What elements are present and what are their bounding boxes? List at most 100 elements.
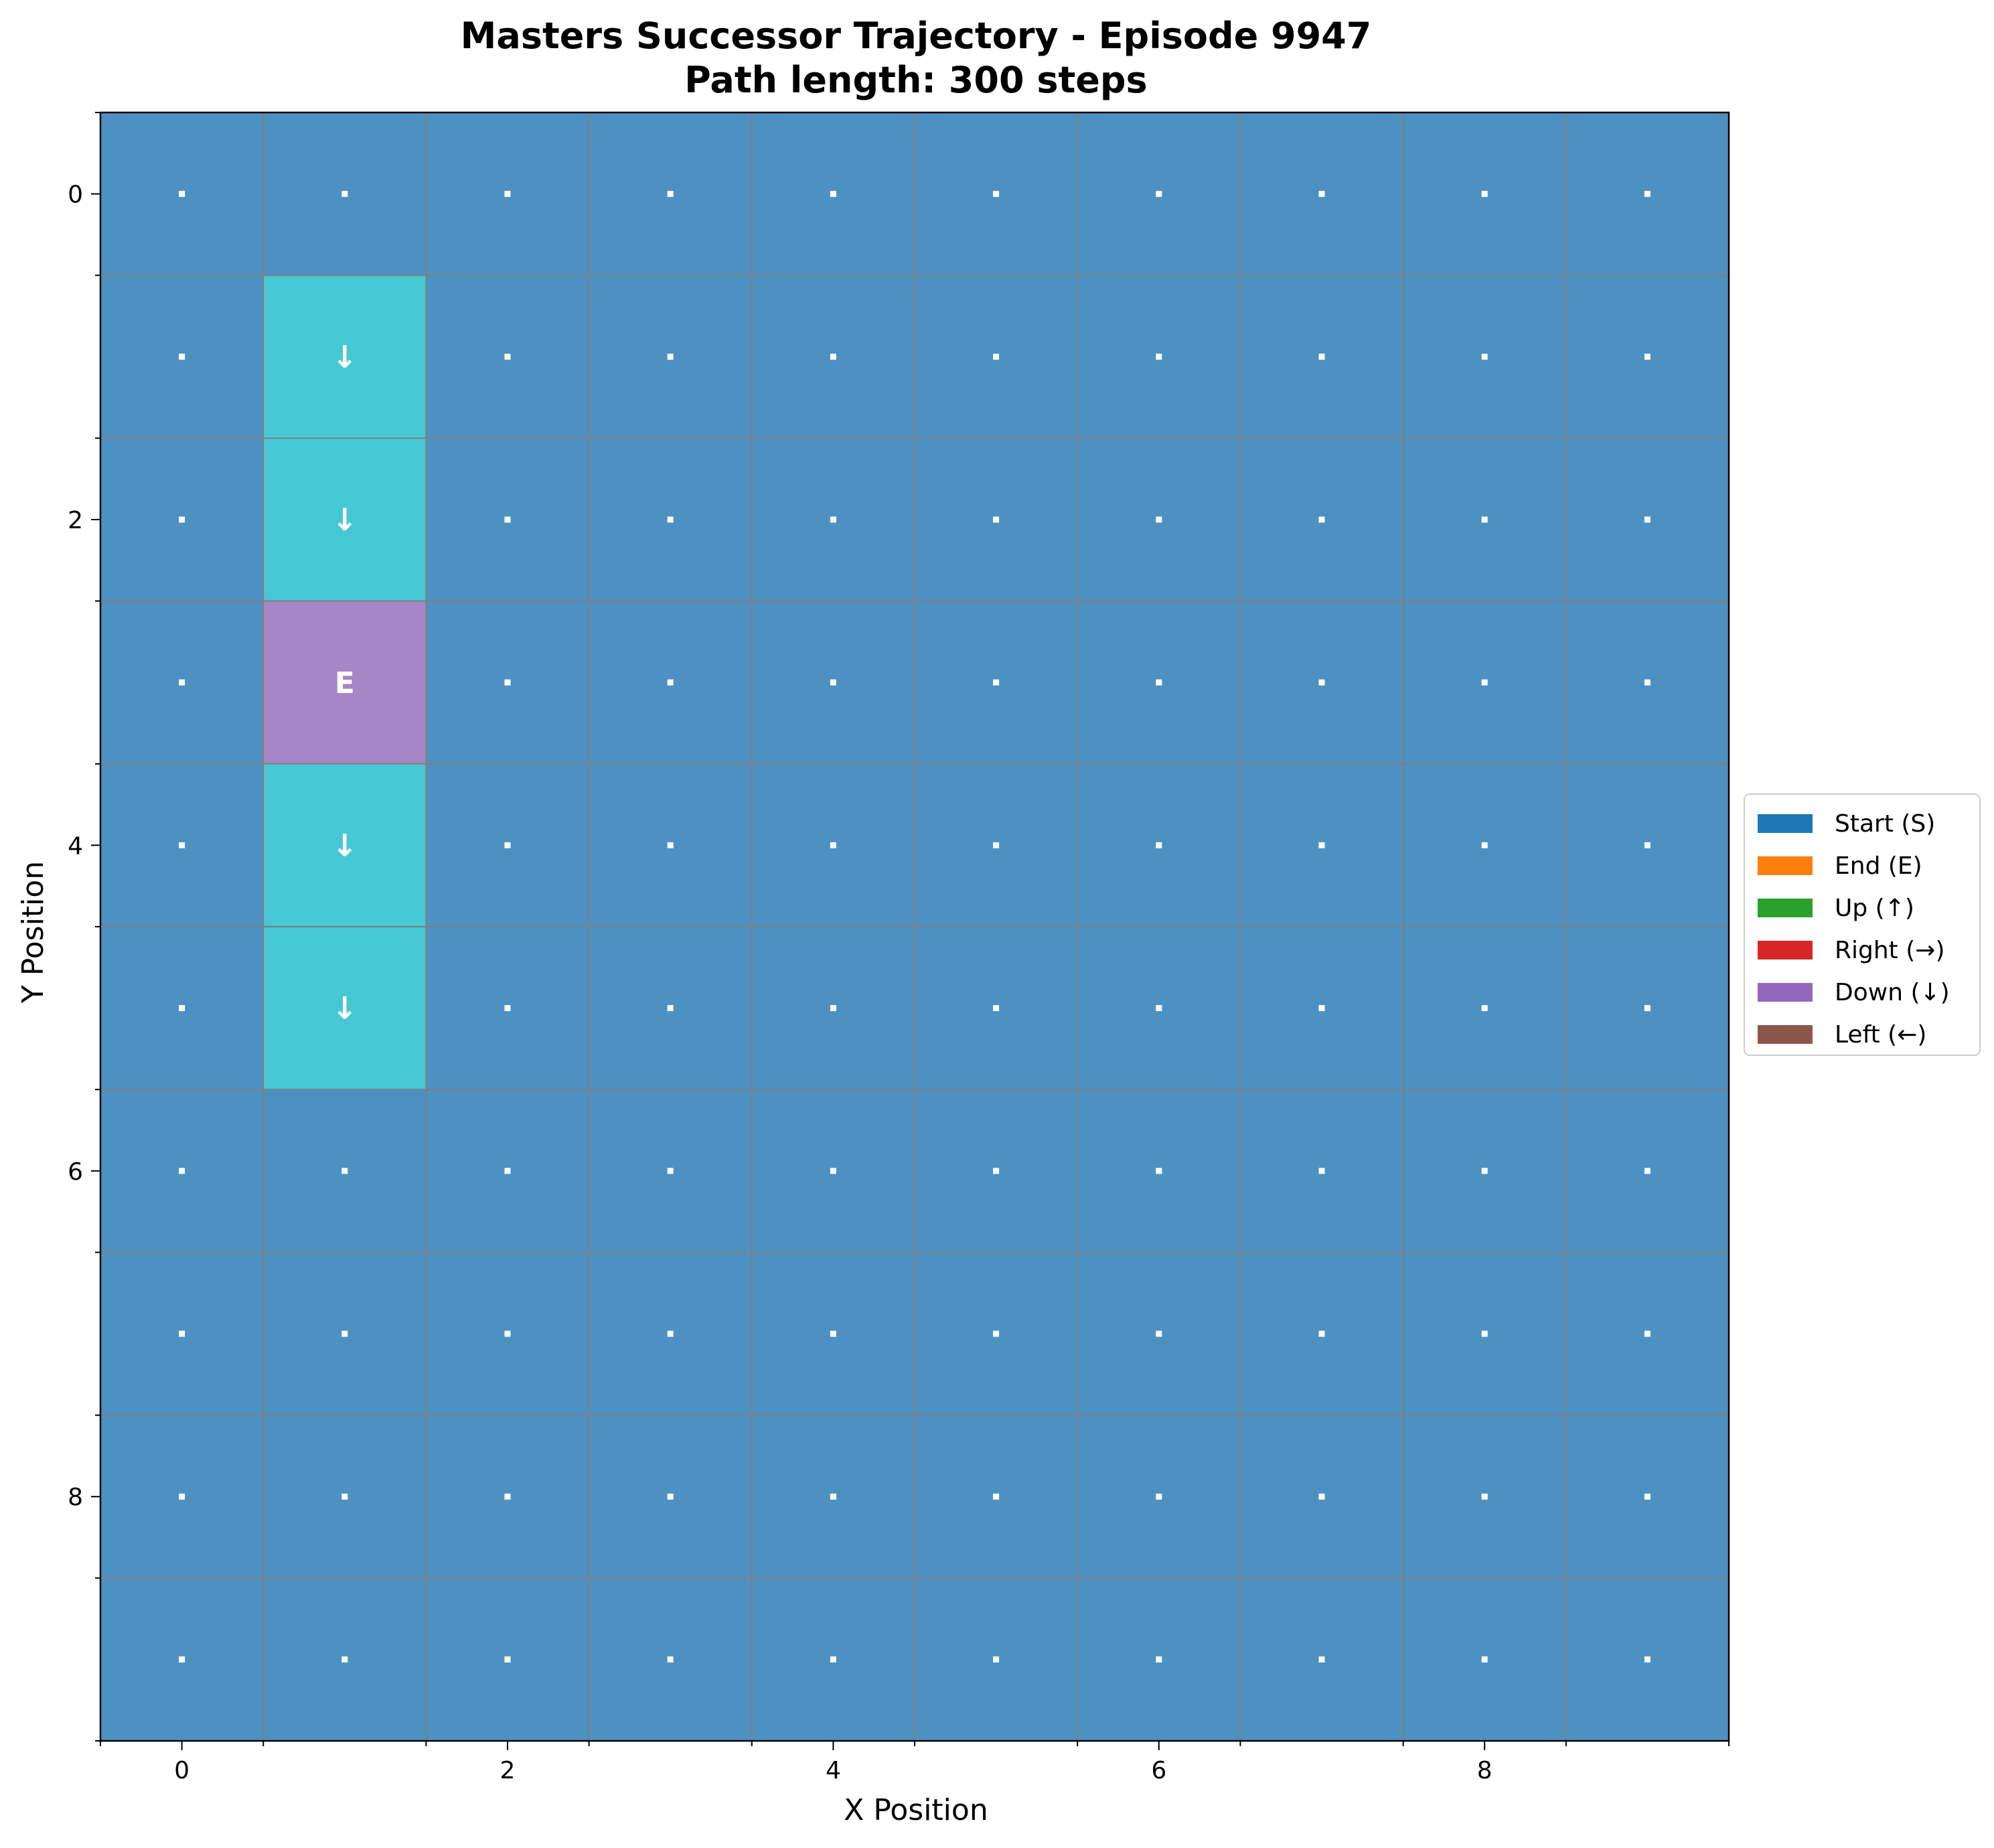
y-axis-ticks: 0 2 4 6 8 <box>68 112 100 1742</box>
empty-cell-marker <box>1318 1493 1325 1500</box>
empty-cell-marker <box>1156 679 1162 686</box>
empty-cell-marker <box>830 1330 836 1337</box>
path-arrow: ↓ <box>332 339 358 375</box>
empty-cell-marker <box>1156 842 1162 848</box>
empty-cell-marker <box>993 354 1000 360</box>
empty-cell-marker <box>830 842 836 848</box>
legend-label: Start (S) <box>1835 810 1935 838</box>
empty-cell-marker <box>1644 1005 1651 1012</box>
path-cell <box>263 275 427 439</box>
empty-cell-marker <box>179 354 185 360</box>
empty-cell-marker <box>1644 1656 1651 1663</box>
path-arrow: ↓ <box>332 502 358 538</box>
legend-label: Right (→) <box>1835 937 1945 964</box>
empty-cell-marker <box>1481 1005 1488 1012</box>
empty-cell-marker <box>504 191 511 198</box>
empty-cell-marker <box>1644 354 1651 360</box>
empty-cell-marker <box>830 679 836 686</box>
x-tick-label: 8 <box>1477 1757 1492 1784</box>
empty-cell-marker <box>667 1005 674 1012</box>
empty-cell-marker <box>667 1168 674 1174</box>
empty-cell-marker <box>1481 516 1488 523</box>
empty-cell-marker <box>1481 354 1488 360</box>
empty-cell-marker <box>504 1005 511 1012</box>
y-axis-label: Y Position <box>16 861 50 1004</box>
path-arrow: ↓ <box>332 827 358 863</box>
empty-cell-marker <box>993 1005 1000 1012</box>
empty-cell-marker <box>341 1656 348 1663</box>
x-tick-label: 4 <box>826 1757 841 1784</box>
empty-cell-marker <box>1318 516 1325 523</box>
legend-label: End (E) <box>1835 852 1922 880</box>
empty-cell-marker <box>993 1330 1000 1337</box>
empty-cell-marker <box>179 1493 185 1500</box>
legend: Start (S) End (E) Up (↑) Right (→) Down (↓) L… <box>1744 793 1981 1056</box>
empty-cell-marker <box>1644 1330 1651 1337</box>
empty-cell-marker <box>1644 1493 1651 1500</box>
x-tick-label: 0 <box>174 1757 189 1784</box>
empty-cell-marker <box>1318 1656 1325 1663</box>
empty-cell-marker <box>993 191 1000 198</box>
empty-cell-marker <box>341 1493 348 1500</box>
empty-cell-marker <box>667 1493 674 1500</box>
empty-cell-marker <box>179 1656 185 1663</box>
y-tick-label: 0 <box>68 181 83 209</box>
legend-swatch <box>1758 814 1813 833</box>
empty-cell-marker <box>1318 1330 1325 1337</box>
empty-cell-marker <box>179 191 185 198</box>
empty-cell-marker <box>1156 1330 1162 1337</box>
empty-cell-marker <box>1644 516 1651 523</box>
empty-cell-marker <box>1481 1330 1488 1337</box>
empty-cell-marker <box>830 1656 836 1663</box>
path-cell <box>263 438 427 601</box>
empty-cell-marker <box>1318 842 1325 848</box>
empty-cell-marker <box>504 1168 511 1174</box>
empty-cell-marker <box>504 516 511 523</box>
empty-cell-marker <box>667 354 674 360</box>
empty-cell-marker <box>1156 1493 1162 1500</box>
empty-cell-marker <box>341 1168 348 1174</box>
empty-cell-marker <box>1481 1493 1488 1500</box>
empty-cell-marker <box>504 1493 511 1500</box>
empty-cell-marker <box>1318 1005 1325 1012</box>
empty-cell-marker <box>1644 191 1651 198</box>
legend-swatch <box>1758 941 1813 959</box>
empty-cell-marker <box>830 1005 836 1012</box>
empty-cell-marker <box>993 1168 1000 1174</box>
empty-cell-marker <box>830 516 836 523</box>
empty-cell-marker <box>504 842 511 848</box>
x-axis-label: X Position <box>844 1793 988 1827</box>
empty-cell-marker <box>179 679 185 686</box>
empty-cell-marker <box>667 1330 674 1337</box>
empty-cell-marker <box>830 1168 836 1174</box>
empty-cell-marker <box>830 1493 836 1500</box>
empty-cell-marker <box>1481 679 1488 686</box>
empty-cell-marker <box>1644 842 1651 848</box>
y-tick-label: 4 <box>68 832 83 860</box>
empty-cell-marker <box>993 1656 1000 1663</box>
legend-swatch <box>1758 1025 1813 1044</box>
plot-area: ↓ ↓ E ↓ ↓ <box>99 111 1730 1742</box>
empty-cell-marker <box>1156 1656 1162 1663</box>
legend-label: Up (↑) <box>1835 895 1914 922</box>
empty-cell-marker <box>179 1168 185 1174</box>
empty-cell-marker <box>667 1656 674 1663</box>
empty-cell-marker <box>1481 191 1488 198</box>
empty-cell-marker <box>1318 1168 1325 1174</box>
empty-cell-marker <box>1481 1656 1488 1663</box>
y-tick-label: 2 <box>68 507 83 534</box>
legend-swatch <box>1758 899 1813 917</box>
path-cell <box>263 601 427 764</box>
legend-label: Left (←) <box>1835 1021 1926 1049</box>
empty-cell-marker <box>1156 191 1162 198</box>
empty-cell-marker <box>993 679 1000 686</box>
empty-cell-marker <box>504 1330 511 1337</box>
empty-cell-marker <box>504 354 511 360</box>
empty-cell-marker <box>504 1656 511 1663</box>
legend-label: Down (↓) <box>1835 979 1950 1006</box>
x-tick-label: 6 <box>1151 1757 1166 1784</box>
empty-cell-marker <box>1318 191 1325 198</box>
empty-cell-marker <box>1156 354 1162 360</box>
empty-cell-marker <box>341 191 348 198</box>
